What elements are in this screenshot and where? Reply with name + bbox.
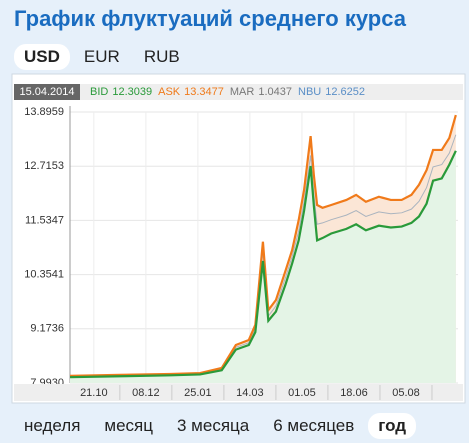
legend-entry: BID 12.3039	[90, 86, 152, 98]
chart: 15.04.2014 BID 12.3039 ASK 13.3477 MAR 1.0437…	[11, 73, 466, 404]
y-tick-label: 12.7153	[24, 160, 64, 172]
y-tick-label: 10.3541	[24, 269, 64, 281]
legend-value: 12.6252	[325, 86, 365, 98]
tab[interactable]: 6 месяцев	[273, 416, 355, 435]
x-tick-label: 21.10	[80, 387, 108, 399]
y-tick-label: 9.1736	[30, 323, 64, 335]
tab[interactable]: год	[368, 413, 417, 439]
tab[interactable]: USD	[14, 44, 70, 70]
legend-value: 13.3477	[184, 86, 224, 98]
date: 15.04.2014	[19, 86, 74, 98]
x-tick-label: 05.08	[392, 387, 420, 399]
x-tick-label: 08.12	[132, 387, 160, 399]
legend-name: MAR	[230, 86, 255, 98]
date-box	[14, 84, 80, 100]
currency-tabs: USD EUR RUB	[14, 44, 190, 70]
title: График флуктуаций среднего курса	[14, 6, 406, 31]
legend-name: NBU	[298, 86, 321, 98]
line	[69, 150, 457, 379]
legend-value: 1.0437	[258, 86, 292, 98]
x-tick-label: 01.05	[288, 387, 316, 399]
tab[interactable]: 3 месяца	[177, 416, 250, 435]
tab[interactable]: месяц	[104, 416, 153, 435]
tab[interactable]: неделя	[24, 416, 81, 435]
legend-entry: ASK 13.3477	[158, 86, 224, 98]
period-tabs: неделя месяц 3 месяца 6 месяцев год	[14, 413, 417, 439]
info-bar	[14, 84, 463, 100]
line	[69, 114, 457, 377]
legend-name: ASK	[158, 86, 181, 98]
tab[interactable]: RUB	[143, 47, 180, 66]
x-tick-label: 25.01	[184, 387, 212, 399]
x-tick-label: 14.03	[236, 387, 264, 399]
x-axis-band	[14, 384, 463, 401]
legend-entry: NBU 12.6252	[298, 86, 365, 98]
tab[interactable]: EUR	[83, 47, 120, 66]
legend-value: 12.3039	[112, 86, 152, 98]
y-tick-label: 11.5347	[25, 214, 64, 226]
legend-entry: MAR 1.0437	[230, 86, 292, 98]
x-tick-label: 18.06	[340, 387, 368, 399]
y-tick-label: 13.8959	[24, 106, 64, 118]
legend-name: BID	[90, 86, 108, 98]
